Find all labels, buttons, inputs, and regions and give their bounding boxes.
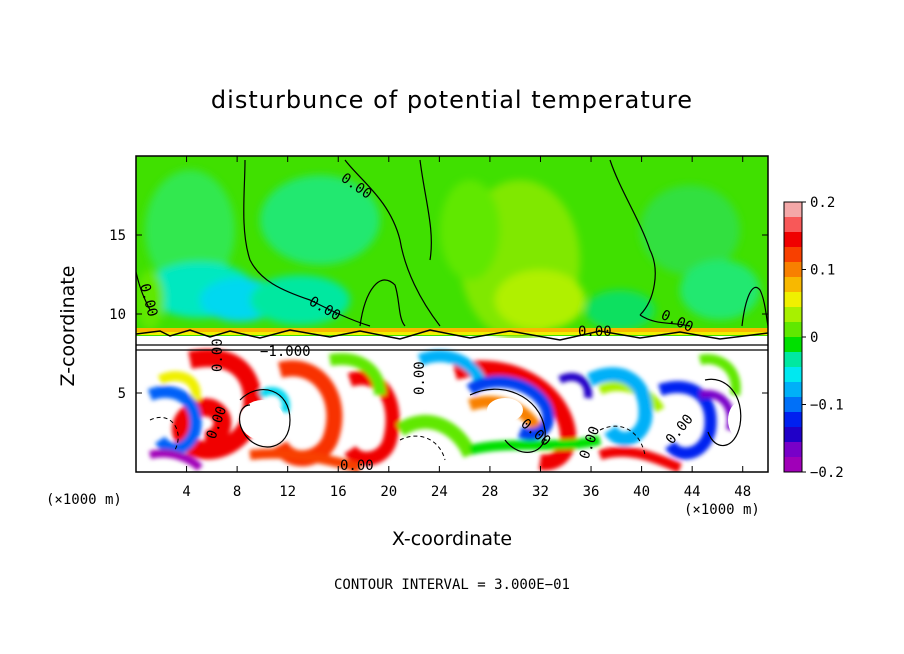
contour-label: 0.00 [578,324,612,340]
colorbar-swatch [784,202,802,218]
contour-label: 0.00 [210,338,226,372]
y-axis-unit: (×1000 m) [46,492,122,508]
heatmap-field [136,156,768,472]
contour-interval: CONTOUR INTERVAL = 3.000E−01 [333,577,570,593]
colorbar-swatch [784,337,802,353]
colorbar-swatch [784,292,802,308]
x-tick-label: 32 [532,484,549,500]
x-axis-unit: (×1000 m) [684,502,760,518]
colorbar-swatch [784,442,802,458]
colorbar: 0.2 0.1 0 −0.1 −0.2 [783,195,844,481]
x-tick-label: 36 [583,484,600,500]
contour-label: 0.00 [340,458,374,474]
contour-label: −1.000 [260,344,311,360]
colorbar-swatch [784,412,802,428]
colorbar-swatch [784,367,802,383]
x-tick-label: 16 [330,484,347,500]
colorbar-swatch [784,457,802,473]
colorbar-swatch [784,382,802,398]
colorbar-swatch [784,352,802,368]
y-axis: 5 10 15 [109,228,768,402]
chart-title: disturbunce of potential temperature [210,86,694,114]
colorbar-swatch [784,247,802,263]
contour-lines [136,159,768,453]
colorbar-swatch [784,217,802,233]
colorbar-swatch [784,322,802,338]
colorbar-swatch [784,307,802,323]
x-tick-label: 12 [279,484,296,500]
colorbar-swatch [784,397,802,413]
x-tick-label: 28 [481,484,498,500]
colorbar-tick-label: −0.2 [810,465,844,481]
x-axis-label: X-coordinate [391,528,513,550]
x-tick-label: 40 [633,484,650,500]
y-tick-label: 10 [109,307,126,323]
colorbar-swatch [784,277,802,293]
x-tick-label: 48 [734,484,751,500]
y-tick-label: 5 [118,386,126,402]
x-tick-label: 44 [684,484,701,500]
x-tick-label: 24 [431,484,448,500]
contour-label: 0.00 [412,361,428,395]
x-tick-label: 4 [182,484,190,500]
colorbar-tick-label: 0.2 [810,195,835,211]
colorbar-swatch [784,262,802,278]
x-tick-label: 8 [233,484,241,500]
y-tick-label: 15 [109,228,126,244]
colorbar-tick-label: −0.1 [810,398,844,414]
y-axis-label: Z-coordinate [57,265,79,387]
x-tick-label: 20 [380,484,397,500]
colorbar-tick-label: 0.1 [810,263,835,279]
colorbar-swatch [784,427,802,443]
x-axis: 4 8 12 16 20 24 28 32 36 40 44 48 [182,156,751,500]
colorbar-swatch [784,232,802,248]
colorbar-tick-label: 0 [810,330,818,346]
